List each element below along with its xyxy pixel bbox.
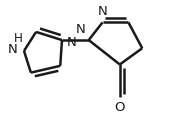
Text: O: O bbox=[114, 101, 125, 114]
Text: H: H bbox=[13, 32, 22, 45]
Text: N: N bbox=[7, 43, 17, 56]
Text: N: N bbox=[98, 5, 107, 18]
Text: N: N bbox=[67, 36, 77, 49]
Text: N: N bbox=[76, 23, 85, 36]
